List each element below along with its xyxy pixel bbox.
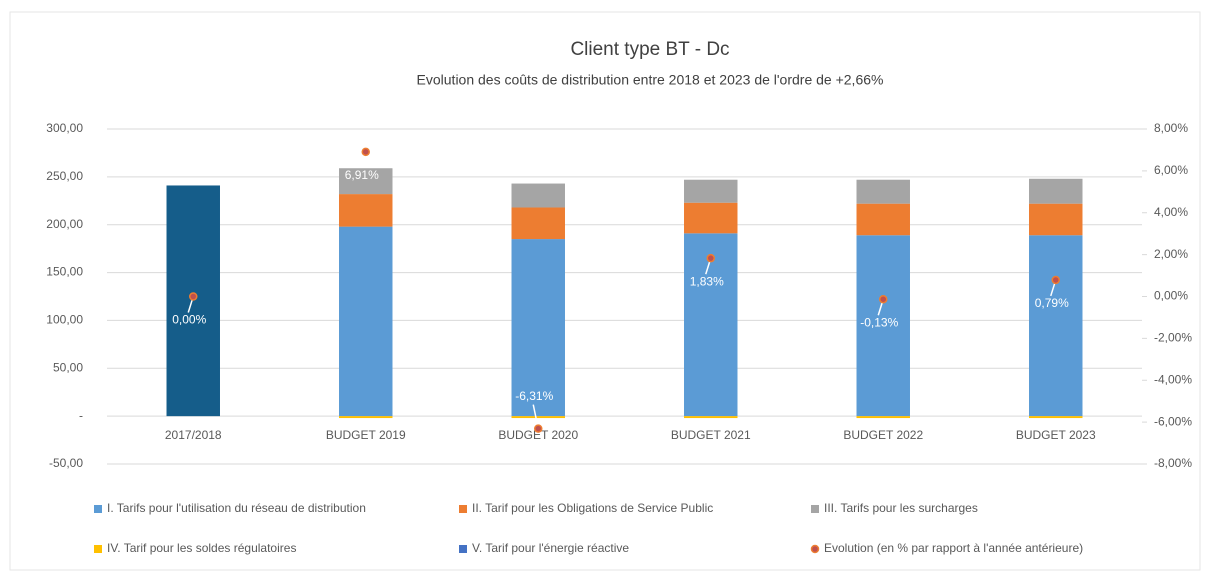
bar-segment <box>339 194 393 227</box>
legend-marker <box>810 544 820 554</box>
y2-tick-label: 2,00% <box>1154 247 1188 261</box>
bar-segment <box>339 416 393 419</box>
bar-segment <box>856 179 910 204</box>
legend-label: III. Tarifs pour les surcharges <box>824 501 978 515</box>
legend-label: II. Tarif pour les Obligations de Servic… <box>472 501 713 515</box>
bar-segment <box>684 416 738 419</box>
x-tick-label: 2017/2018 <box>165 428 222 442</box>
legend-marker <box>459 545 467 553</box>
legend-label: V. Tarif pour l'énergie réactive <box>472 541 629 555</box>
y2-tick-label: 0,00% <box>1154 289 1188 303</box>
bar-segment <box>1029 416 1083 419</box>
bar-segment <box>1029 235 1083 417</box>
y2-tick-label: -4,00% <box>1154 372 1192 386</box>
chart-title: Client type BT - Dc <box>570 39 729 60</box>
data-label: 6,91% <box>345 168 379 182</box>
bar-segment <box>511 239 565 417</box>
y-tick-label: 300,00 <box>46 121 83 135</box>
bar-segment <box>511 183 565 208</box>
point <box>879 294 888 304</box>
point <box>706 253 715 263</box>
y-tick-label: 50,00 <box>53 360 83 374</box>
y2-tick-label: -8,00% <box>1154 456 1192 470</box>
data-label: 0,79% <box>1035 296 1069 310</box>
y2-tick-label: 4,00% <box>1154 205 1188 219</box>
x-tick-label: BUDGET 2021 <box>671 428 751 442</box>
y2-tick-label: 8,00% <box>1154 121 1188 135</box>
chart-subtitle: Evolution des coûts de distribution entr… <box>417 72 884 88</box>
x-tick-label: BUDGET 2022 <box>843 428 923 442</box>
x-tick-label: BUDGET 2023 <box>1016 428 1096 442</box>
y-tick-label: -50,00 <box>49 456 83 470</box>
data-label: -6,31% <box>515 389 553 403</box>
point <box>1051 275 1060 285</box>
data-label: 0,00% <box>172 313 206 327</box>
bar-segment <box>684 179 738 203</box>
bar-segment <box>1029 178 1083 204</box>
bar-segment <box>339 168 393 195</box>
y2-tick-label: -6,00% <box>1154 414 1192 428</box>
point <box>534 424 543 433</box>
bar-segment <box>684 233 738 417</box>
bar-segment <box>511 416 565 419</box>
y-tick-label: 250,00 <box>46 169 83 183</box>
bar-segment <box>1029 203 1083 236</box>
data-label: -0,13% <box>860 315 898 329</box>
bar-segment <box>856 203 910 236</box>
legend-label: Evolution (en % par rapport à l'année an… <box>824 541 1083 555</box>
bar-segment <box>684 202 738 234</box>
point <box>189 292 198 301</box>
bar-segment <box>166 185 220 417</box>
y-tick-label: - <box>79 408 83 422</box>
x-tick-label: BUDGET 2019 <box>326 428 406 442</box>
y-tick-label: 100,00 <box>46 313 83 327</box>
bar-segment <box>511 207 565 240</box>
legend-label: IV. Tarif pour les soldes régulatoires <box>107 541 296 555</box>
bar-segment <box>339 226 393 417</box>
point <box>361 147 370 157</box>
x-tick-label: BUDGET 2020 <box>498 428 578 442</box>
data-label: 1,83% <box>690 274 724 288</box>
y-tick-label: 200,00 <box>46 217 83 231</box>
legend-marker <box>94 545 102 553</box>
y2-tick-label: -2,00% <box>1154 331 1192 345</box>
y-tick-label: 150,00 <box>46 265 83 279</box>
legend-label: I. Tarifs pour l'utilisation du réseau d… <box>107 501 366 515</box>
legend-marker <box>811 505 819 513</box>
legend-marker <box>94 505 102 513</box>
bar-segment <box>856 416 910 419</box>
legend-marker <box>459 505 467 513</box>
bar-segment <box>856 235 910 417</box>
y2-tick-label: 6,00% <box>1154 163 1188 177</box>
